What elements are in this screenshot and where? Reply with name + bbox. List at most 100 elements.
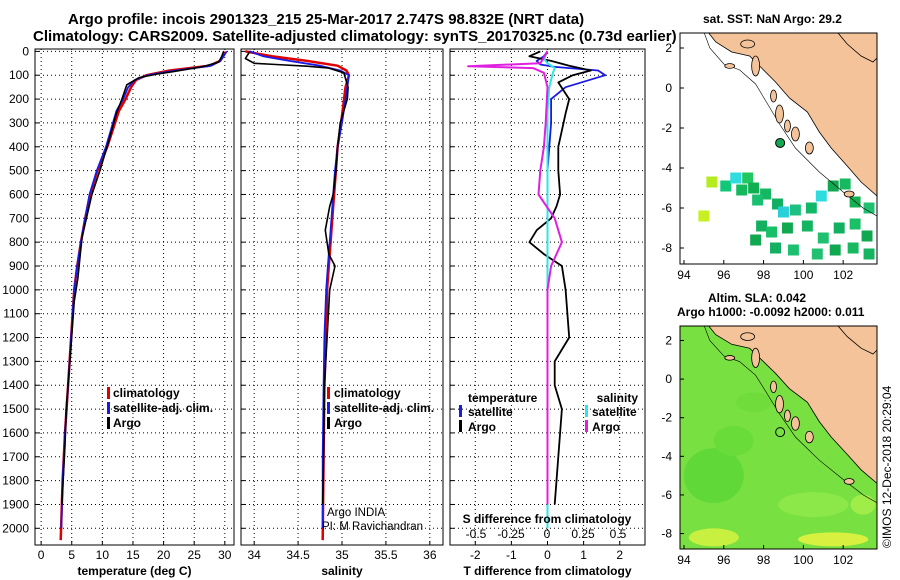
sst-cell	[781, 222, 793, 234]
legend-label: Argo	[468, 420, 496, 434]
sst-cell	[829, 244, 841, 256]
series-line-argo	[61, 51, 225, 505]
depth-tick-label: 400	[9, 140, 29, 154]
lat-tick-label: 2	[665, 41, 672, 55]
lat-tick-label: 0	[665, 81, 672, 95]
x2-tick-label: -0.5	[466, 527, 487, 541]
island	[784, 119, 791, 133]
depth-tick-label: 300	[9, 116, 29, 130]
depth-tick-label: 500	[9, 164, 29, 178]
lon-tick-label: 102	[833, 268, 853, 282]
x-tick-label: 25	[188, 548, 202, 562]
x-tick-label: 34.5	[286, 548, 310, 562]
lon-tick-label: 98	[757, 268, 771, 282]
x-tick-label: 36	[423, 548, 437, 562]
sst-cell	[801, 220, 813, 232]
sst-cell	[811, 248, 823, 260]
x-tick-label: 10	[96, 548, 110, 562]
series-line-argo	[467, 50, 563, 505]
x-tick-label: 20	[157, 548, 171, 562]
lat-tick-label: -8	[661, 241, 672, 255]
x-tick-label: 30	[218, 548, 232, 562]
sla-anomaly-patch	[778, 492, 849, 518]
lat-tick-label: -2	[661, 121, 672, 135]
island	[751, 347, 760, 368]
sst-cell	[748, 182, 760, 194]
island	[770, 89, 777, 103]
x-axis-label: salinity	[321, 564, 363, 578]
x-tick-label: 35	[335, 548, 349, 562]
temperature-panel: 0100200300400500600700800900100011001200…	[2, 44, 235, 578]
depth-tick-label: 800	[9, 235, 29, 249]
x2-tick-label: -0.25	[497, 527, 525, 541]
depth-tick-label: 1600	[2, 426, 29, 440]
plot-frame	[34, 48, 235, 546]
island	[724, 355, 736, 361]
map-body	[680, 326, 877, 549]
sst-cell	[787, 244, 799, 256]
legend-label: satellite-adj. clim.	[113, 401, 213, 415]
sst-cell	[863, 248, 875, 260]
x-tick-label: 0	[544, 548, 551, 562]
sst-cell	[730, 172, 742, 184]
lon-tick-label: 94	[677, 268, 691, 282]
lon-tick-label: 100	[793, 268, 813, 282]
lat-tick-label: -2	[661, 411, 672, 425]
lat-tick-label: -6	[661, 488, 672, 502]
depth-tick-label: 100	[9, 68, 29, 82]
map-body	[680, 33, 877, 264]
legend-swatch	[459, 405, 462, 417]
x-tick-label: 2	[616, 548, 623, 562]
sla-anomaly-patch	[850, 494, 876, 515]
depth-tick-label: 1000	[2, 283, 29, 297]
island	[740, 332, 756, 341]
depth-tick-label: 2000	[2, 521, 29, 535]
sst-cell	[736, 184, 748, 196]
series-group	[59, 50, 228, 541]
sla-anomaly-patch	[683, 448, 744, 504]
lon-tick-label: 94	[677, 553, 691, 567]
lat-tick-label: 0	[665, 372, 672, 386]
legend-label: climatology	[334, 386, 401, 400]
island	[804, 141, 814, 155]
legend-swatch	[459, 420, 462, 432]
lon-tick-label: 98	[757, 553, 771, 567]
lat-tick-label: -4	[661, 449, 672, 463]
sst-cell	[833, 222, 845, 234]
sst-cell	[863, 202, 875, 214]
legend-label: Argo	[592, 420, 620, 434]
map-frame	[679, 325, 878, 550]
lat-tick-label: -6	[661, 201, 672, 215]
sst-cell	[756, 220, 768, 232]
sla-anomaly-patch	[688, 528, 739, 547]
sst-map-title: sat. SST: NaN Argo: 29.2	[703, 12, 842, 26]
depth-tick-label: 1100	[3, 307, 29, 321]
legend-label: satellite	[468, 405, 513, 419]
sst-cell	[750, 234, 762, 246]
island	[775, 395, 784, 414]
legend-swatch	[327, 417, 330, 429]
sst-cell	[772, 198, 783, 210]
x-tick-label: -2	[470, 548, 481, 562]
series-line-argo	[244, 50, 349, 505]
sla-anomaly-patch	[713, 425, 754, 456]
x-tick-label: 1	[580, 548, 587, 562]
depth-tick-label: 900	[9, 259, 29, 273]
legend-label: satellite	[592, 405, 637, 419]
depth-tick-label: 0	[22, 44, 29, 58]
sst-cell	[778, 206, 789, 218]
depth-tick-label: 1200	[2, 331, 29, 345]
legend-title-salinity: salinity	[597, 391, 639, 405]
malay-land	[837, 33, 877, 63]
island	[775, 104, 784, 124]
x-tick-label: 34	[247, 548, 261, 562]
title-line-2: Climatology: CARS2009. Satellite-adjuste…	[33, 28, 677, 45]
sst-map: 94 96 98 100 102 2 0 -2 -4 -6 -8	[661, 32, 878, 282]
depth-tick-label: 1500	[2, 402, 29, 416]
sst-cell	[815, 190, 827, 202]
x-axis-label: temperature (deg C)	[77, 564, 191, 578]
island	[724, 63, 736, 69]
sst-cell	[698, 210, 710, 222]
map-frame	[679, 32, 878, 265]
